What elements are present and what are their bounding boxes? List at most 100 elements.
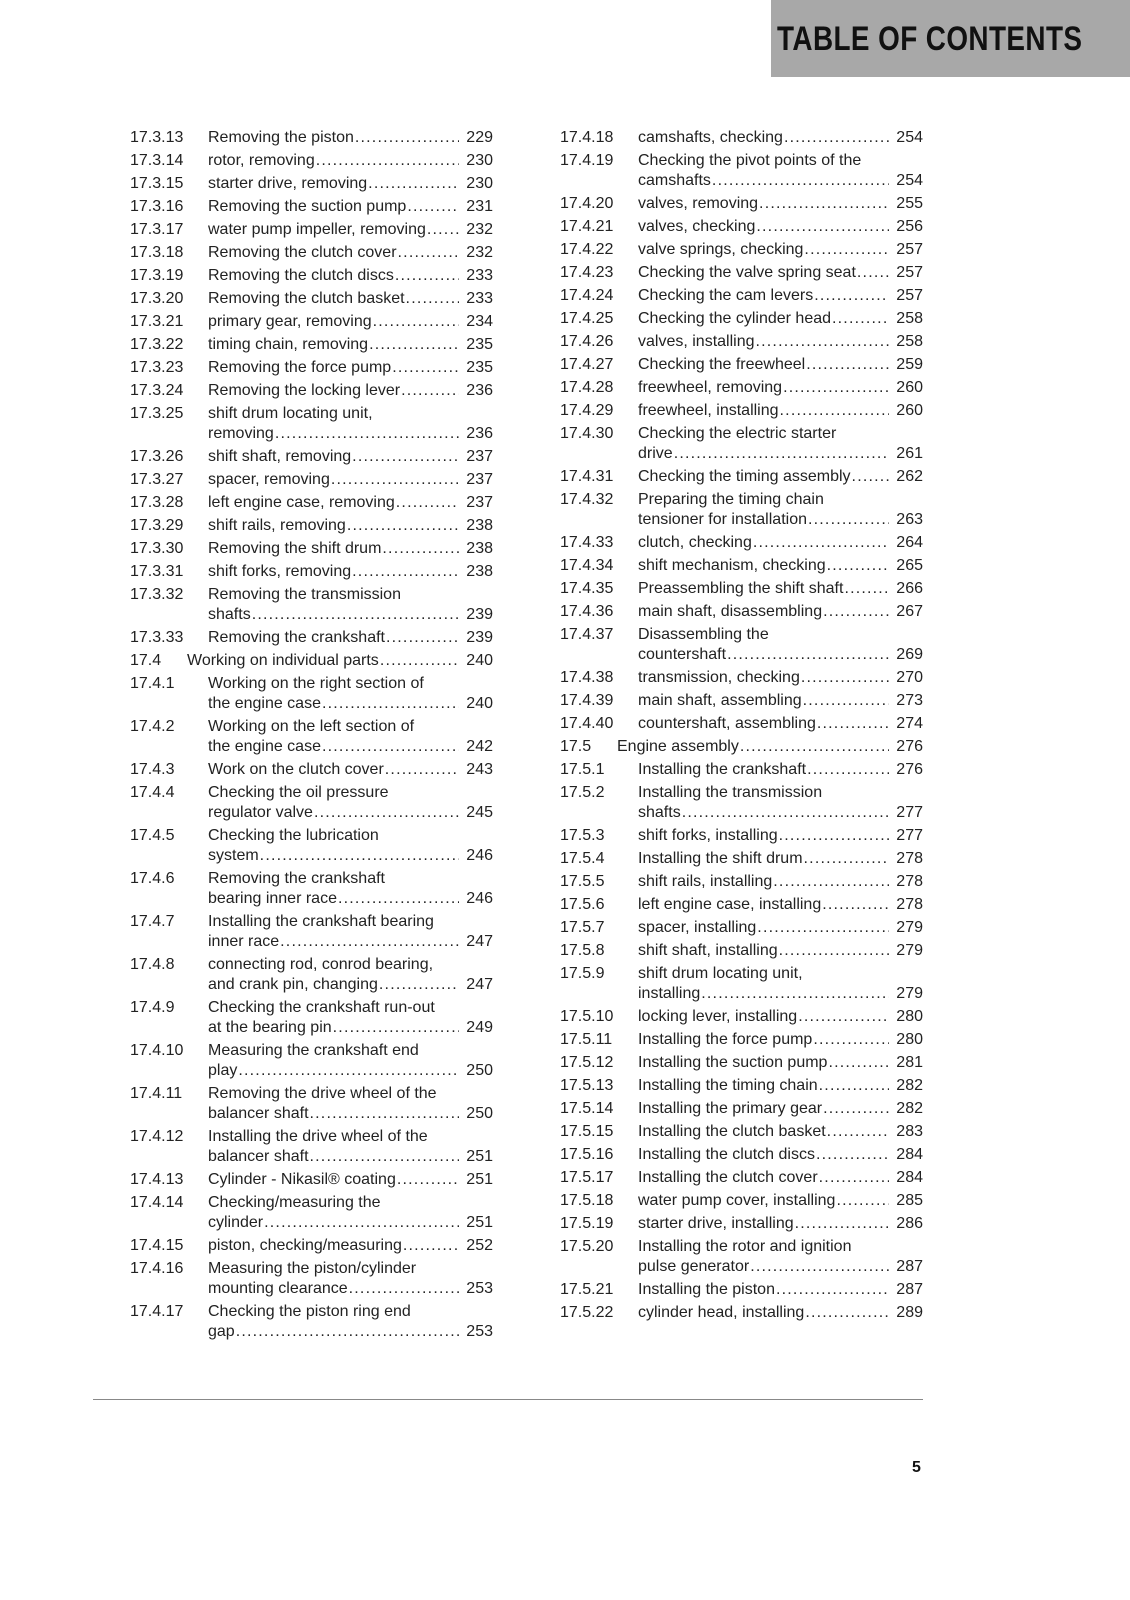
toc-entry-page[interactable]: 278 xyxy=(896,896,923,913)
toc-entry-page[interactable]: 239 xyxy=(466,629,493,646)
toc-entry-page[interactable]: 236 xyxy=(466,425,493,442)
toc-entry-page[interactable]: 242 xyxy=(466,738,493,755)
toc-entry-page[interactable]: 253 xyxy=(466,1280,493,1297)
toc-entry[interactable]: 17.5.3 shift forks, installing 277 xyxy=(560,826,923,846)
toc-entry-page[interactable]: 260 xyxy=(896,402,923,419)
toc-entry[interactable]: 17.3.31 shift forks, removing 238 xyxy=(130,562,493,582)
toc-entry[interactable]: 17.3.20 Removing the clutch basket 233 xyxy=(130,289,493,309)
toc-entry-page[interactable]: 286 xyxy=(896,1215,923,1232)
toc-entry-page[interactable]: 235 xyxy=(466,359,493,376)
toc-entry[interactable]: 17.4.1 Working on the right section of the… xyxy=(130,674,493,714)
toc-entry-page[interactable]: 254 xyxy=(896,172,923,189)
toc-entry-page[interactable]: 229 xyxy=(466,129,493,146)
toc-entry-page[interactable]: 252 xyxy=(466,1237,493,1254)
toc-entry[interactable]: 17.5.15 Installing the clutch basket 283 xyxy=(560,1122,923,1142)
toc-entry[interactable]: 17.4.11 Removing the drive wheel of the ba… xyxy=(130,1084,493,1124)
toc-entry[interactable]: 17.4.5 Checking the lubrication system 246 xyxy=(130,826,493,866)
toc-entry-page[interactable]: 267 xyxy=(896,603,923,620)
toc-entry-page[interactable]: 279 xyxy=(896,985,923,1002)
toc-entry[interactable]: 17.5.5 shift rails, installing 278 xyxy=(560,872,923,892)
toc-entry[interactable]: 17.5.13 Installing the timing chain 282 xyxy=(560,1076,923,1096)
toc-entry[interactable]: 17.5.1 Installing the crankshaft 276 xyxy=(560,760,923,780)
toc-entry[interactable]: 17.4.7 Installing the crankshaft bearing i… xyxy=(130,912,493,952)
toc-entry[interactable]: 17.4.35 Preassembling the shift shaft 266 xyxy=(560,579,923,599)
toc-entry[interactable]: 17.5.20 Installing the rotor and ignition… xyxy=(560,1237,923,1277)
toc-entry-page[interactable]: 232 xyxy=(466,244,493,261)
toc-entry[interactable]: 17.5.22 cylinder head, installing 289 xyxy=(560,1303,923,1323)
toc-entry-page[interactable]: 258 xyxy=(896,310,923,327)
toc-entry-page[interactable]: 237 xyxy=(466,471,493,488)
toc-entry[interactable]: 17.4.9 Checking the crankshaft run-out at … xyxy=(130,998,493,1038)
toc-entry-page[interactable]: 255 xyxy=(896,195,923,212)
toc-entry[interactable]: 17.3.25 shift drum locating unit, removing… xyxy=(130,404,493,444)
toc-entry[interactable]: 17.4.34 shift mechanism, checking 265 xyxy=(560,556,923,576)
toc-entry[interactable]: 17.5.11 Installing the force pump 280 xyxy=(560,1030,923,1050)
toc-entry[interactable]: 17.5.6 left engine case, installing 278 xyxy=(560,895,923,915)
toc-entry[interactable]: 17.3.16 Removing the suction pump 231 xyxy=(130,197,493,217)
toc-entry-page[interactable]: 257 xyxy=(896,264,923,281)
toc-entry[interactable]: 17.5.18 water pump cover, installing 285 xyxy=(560,1191,923,1211)
toc-entry[interactable]: 17.4.38 transmission, checking 270 xyxy=(560,668,923,688)
toc-entry-page[interactable]: 284 xyxy=(896,1146,923,1163)
toc-entry-page[interactable]: 263 xyxy=(896,511,923,528)
toc-entry[interactable]: 17.3.17 water pump impeller, removing 232 xyxy=(130,220,493,240)
toc-entry-page[interactable]: 233 xyxy=(466,290,493,307)
toc-entry-page[interactable]: 230 xyxy=(466,175,493,192)
toc-entry-page[interactable]: 231 xyxy=(466,198,493,215)
toc-entry[interactable]: 17.4.33 clutch, checking 264 xyxy=(560,533,923,553)
toc-entry-page[interactable]: 240 xyxy=(466,652,493,669)
toc-entry-page[interactable]: 245 xyxy=(466,804,493,821)
toc-entry-page[interactable]: 280 xyxy=(896,1031,923,1048)
toc-entry-page[interactable]: 277 xyxy=(896,804,923,821)
toc-entry[interactable]: 17.4.37 Disassembling the countershaft 269 xyxy=(560,625,923,665)
toc-entry[interactable]: 17.3.29 shift rails, removing 238 xyxy=(130,516,493,536)
toc-entry[interactable]: 17.4.16 Measuring the piston/cylinder moun… xyxy=(130,1259,493,1299)
toc-entry[interactable]: 17.5.10 locking lever, installing 280 xyxy=(560,1007,923,1027)
toc-entry[interactable]: 17.5.17 Installing the clutch cover 284 xyxy=(560,1168,923,1188)
toc-entry-page[interactable]: 257 xyxy=(896,287,923,304)
toc-entry[interactable]: 17.5.21 Installing the piston 287 xyxy=(560,1280,923,1300)
toc-entry[interactable]: 17.4.4 Checking the oil pressure regulator… xyxy=(130,783,493,823)
toc-entry[interactable]: 17.3.27 spacer, removing 237 xyxy=(130,470,493,490)
toc-entry[interactable]: 17.3.15 starter drive, removing 230 xyxy=(130,174,493,194)
toc-entry[interactable]: 17.5.7 spacer, installing 279 xyxy=(560,918,923,938)
toc-entry-page[interactable]: 285 xyxy=(896,1192,923,1209)
toc-entry[interactable]: 17.4.8 connecting rod, conrod bearing, and… xyxy=(130,955,493,995)
toc-entry-page[interactable]: 283 xyxy=(896,1123,923,1140)
toc-entry-page[interactable]: 277 xyxy=(896,827,923,844)
toc-entry[interactable]: 17.3.23 Removing the force pump 235 xyxy=(130,358,493,378)
toc-entry-page[interactable]: 253 xyxy=(466,1323,493,1340)
toc-entry[interactable]: 17.4.32 Preparing the timing chain tension… xyxy=(560,490,923,530)
toc-entry[interactable]: 17.4.28 freewheel, removing 260 xyxy=(560,378,923,398)
toc-entry-page[interactable]: 251 xyxy=(466,1171,493,1188)
toc-entry[interactable]: 17.4.29 freewheel, installing 260 xyxy=(560,401,923,421)
toc-entry-page[interactable]: 276 xyxy=(896,761,923,778)
toc-entry-page[interactable]: 274 xyxy=(896,715,923,732)
toc-entry-page[interactable]: 260 xyxy=(896,379,923,396)
toc-entry-page[interactable]: 238 xyxy=(466,517,493,534)
toc-entry-page[interactable]: 279 xyxy=(896,942,923,959)
toc-entry-page[interactable]: 265 xyxy=(896,557,923,574)
toc-entry-page[interactable]: 289 xyxy=(896,1304,923,1321)
toc-entry[interactable]: 17.4.14 Checking/measuring the cylinder 251 xyxy=(130,1193,493,1233)
toc-entry[interactable]: 17.4.13 Cylinder - Nikasil® coating 251 xyxy=(130,1170,493,1190)
toc-entry[interactable]: 17.4.17 Checking the piston ring end gap 25… xyxy=(130,1302,493,1342)
toc-entry[interactable]: 17.4.39 main shaft, assembling 273 xyxy=(560,691,923,711)
toc-entry[interactable]: 17.4.23 Checking the valve spring seat 257 xyxy=(560,263,923,283)
toc-entry-page[interactable]: 264 xyxy=(896,534,923,551)
toc-entry-page[interactable]: 276 xyxy=(896,738,923,755)
toc-entry[interactable]: 17.3.28 left engine case, removing 237 xyxy=(130,493,493,513)
toc-entry[interactable]: 17.4.19 Checking the pivot points of the c… xyxy=(560,151,923,191)
toc-entry[interactable]: 17.3.13 Removing the piston 229 xyxy=(130,128,493,148)
toc-entry[interactable]: 17.3.22 timing chain, removing 235 xyxy=(130,335,493,355)
toc-entry-page[interactable]: 279 xyxy=(896,919,923,936)
toc-entry[interactable]: 17.5.9 shift drum locating unit, installin… xyxy=(560,964,923,1004)
toc-entry-page[interactable]: 259 xyxy=(896,356,923,373)
toc-entry[interactable]: 17.4.22 valve springs, checking 257 xyxy=(560,240,923,260)
toc-entry-page[interactable]: 237 xyxy=(466,494,493,511)
toc-entry-page[interactable]: 261 xyxy=(896,445,923,462)
toc-entry-page[interactable]: 240 xyxy=(466,695,493,712)
toc-entry-page[interactable]: 247 xyxy=(466,933,493,950)
toc-entry-page[interactable]: 282 xyxy=(896,1100,923,1117)
toc-entry-page[interactable]: 249 xyxy=(466,1019,493,1036)
